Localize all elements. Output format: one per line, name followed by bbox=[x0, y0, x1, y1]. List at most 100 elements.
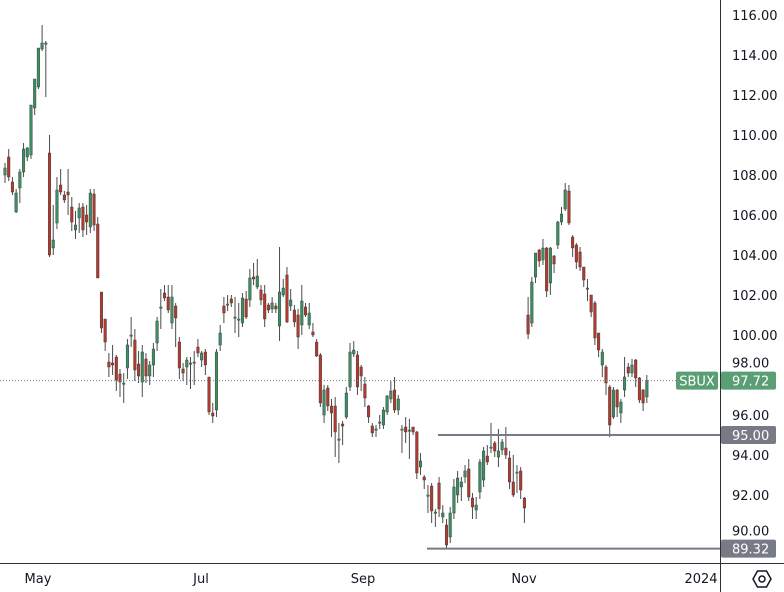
candle-body-down bbox=[355, 354, 359, 388]
candle bbox=[608, 385, 612, 437]
candle-body-down bbox=[174, 305, 178, 319]
candle bbox=[333, 397, 337, 457]
candle bbox=[344, 387, 348, 419]
last-price-label: 97.72 bbox=[732, 375, 769, 390]
candle bbox=[144, 353, 148, 383]
candle-body-down bbox=[222, 305, 226, 314]
candle bbox=[430, 483, 434, 523]
candle-body-down bbox=[597, 332, 601, 351]
candle-body-down bbox=[411, 426, 415, 433]
time-tick-label: 2024 bbox=[684, 572, 717, 587]
candle bbox=[526, 297, 530, 339]
candle-body-up bbox=[463, 470, 467, 478]
time-tick-label: Nov bbox=[511, 572, 537, 587]
candle bbox=[129, 317, 133, 347]
candle bbox=[292, 305, 296, 327]
price-tick-label: 116.00 bbox=[732, 9, 778, 24]
candle-body-down bbox=[444, 524, 448, 546]
candle bbox=[226, 295, 230, 311]
candle-body-up bbox=[352, 349, 356, 355]
price-axis[interactable]: 116.00 114.00 112.00 110.00 108.00 106.00 104.… bbox=[732, 9, 778, 540]
candle-body-down bbox=[545, 247, 549, 292]
candle bbox=[99, 291, 103, 333]
candle-body-down bbox=[333, 405, 337, 433]
candle-body-up bbox=[560, 213, 564, 223]
candle bbox=[482, 447, 486, 487]
level-price-label: 95.00 bbox=[732, 429, 769, 444]
price-tick-label: 90.00 bbox=[732, 525, 769, 540]
candle bbox=[389, 381, 393, 403]
candle bbox=[111, 345, 115, 375]
candle-body-up bbox=[140, 351, 144, 383]
candle-body-down bbox=[537, 249, 541, 262]
level-price-tag bbox=[721, 426, 776, 444]
candle-body-up bbox=[300, 300, 304, 326]
candle bbox=[218, 325, 222, 351]
candle-body-down bbox=[415, 431, 419, 474]
candle bbox=[318, 353, 322, 407]
candle bbox=[589, 294, 593, 317]
candle-body-up bbox=[25, 147, 29, 158]
candle bbox=[59, 169, 63, 195]
price-tick-label: 94.00 bbox=[732, 449, 769, 464]
level-price-label: 89.32 bbox=[732, 543, 769, 558]
price-tick-label: 100.00 bbox=[732, 329, 778, 344]
candle bbox=[326, 385, 330, 411]
candle bbox=[363, 377, 367, 407]
candle-body-up bbox=[456, 477, 460, 496]
price-tick-label: 108.00 bbox=[732, 169, 778, 184]
candle bbox=[177, 337, 181, 379]
candle-body-up bbox=[122, 382, 126, 385]
candle bbox=[196, 339, 200, 357]
candle-body-up bbox=[600, 351, 604, 366]
candle bbox=[485, 445, 489, 465]
candle bbox=[133, 329, 137, 381]
candle bbox=[337, 423, 341, 463]
candle-body-down bbox=[196, 346, 200, 354]
time-axis[interactable]: May Jul Sep Nov 2024 bbox=[25, 572, 718, 587]
candle-body-up bbox=[233, 316, 237, 319]
candle bbox=[407, 419, 411, 459]
settings-hexagon-icon[interactable] bbox=[752, 570, 772, 588]
candles-layer bbox=[3, 25, 649, 549]
candle-body-up bbox=[159, 306, 163, 309]
candle-body-down bbox=[96, 223, 100, 279]
candle bbox=[623, 357, 627, 397]
last-price-tag bbox=[721, 371, 776, 390]
candle-body-down bbox=[274, 305, 278, 310]
candle bbox=[600, 349, 604, 377]
candle bbox=[630, 359, 634, 377]
time-tick-label: Jul bbox=[192, 572, 209, 587]
candle-body-down bbox=[615, 389, 619, 408]
candle bbox=[96, 217, 100, 279]
candle-body-up bbox=[433, 511, 437, 514]
candle bbox=[44, 41, 48, 97]
candle-body-down bbox=[582, 266, 586, 281]
candle-body-down bbox=[7, 156, 11, 178]
candle bbox=[593, 301, 597, 345]
candle-body-up bbox=[18, 171, 22, 189]
candle-body-down bbox=[103, 318, 107, 343]
candle-body-down bbox=[367, 405, 371, 418]
candle bbox=[311, 323, 315, 337]
candle bbox=[7, 149, 11, 181]
candle bbox=[85, 205, 89, 235]
candle bbox=[137, 351, 141, 383]
candle-body-down bbox=[203, 351, 207, 366]
candle bbox=[355, 351, 359, 395]
candle-body-up bbox=[51, 239, 55, 249]
candle-body-up bbox=[448, 512, 452, 538]
candle bbox=[411, 426, 415, 435]
candle bbox=[40, 25, 44, 51]
candle bbox=[552, 255, 556, 273]
candle-body-up bbox=[452, 486, 456, 514]
candle-body-down bbox=[522, 497, 526, 509]
candle bbox=[537, 249, 541, 267]
candle-body-down bbox=[508, 457, 512, 483]
candle bbox=[441, 505, 445, 523]
candle bbox=[459, 477, 463, 501]
candle bbox=[508, 451, 512, 489]
candle bbox=[348, 343, 352, 391]
candle bbox=[248, 269, 252, 307]
candle-body-down bbox=[552, 255, 556, 265]
